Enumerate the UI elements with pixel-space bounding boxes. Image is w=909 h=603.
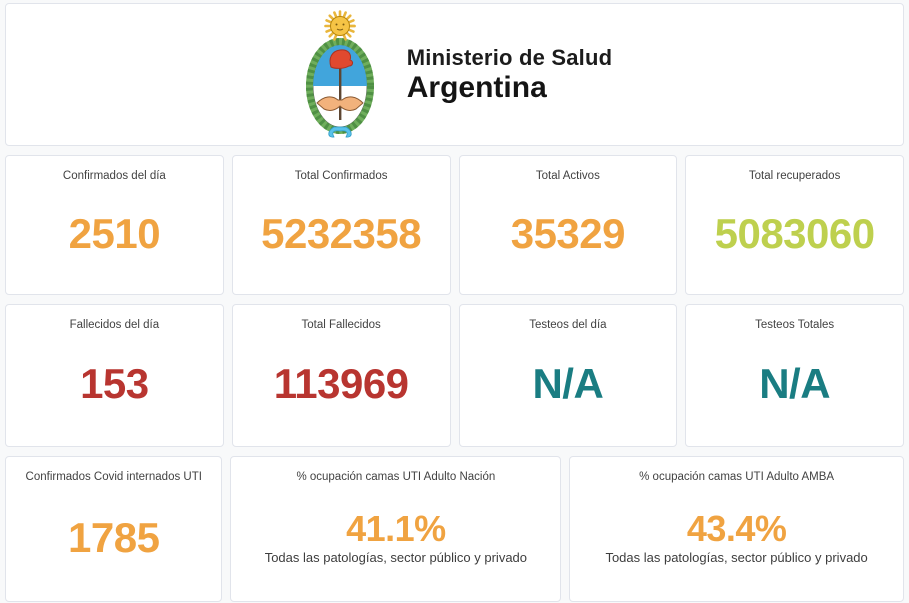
header-card: Ministerio de Salud Argentina	[5, 3, 904, 146]
stat-value: 153	[80, 360, 149, 408]
argentina-coat-of-arms-icon	[297, 9, 383, 140]
stat-value: 35329	[510, 209, 626, 257]
stats-row-1: Confirmados del día 2510 Total Confirmad…	[5, 155, 904, 295]
stat-label: Total Fallecidos	[301, 319, 381, 331]
stat-value: 43.4%	[686, 507, 787, 549]
ministry-title: Ministerio de Salud	[406, 44, 613, 70]
stat-value: 41.1%	[346, 507, 446, 549]
stat-label: Fallecidos del día	[69, 319, 160, 331]
stat-card-ocupacion-uti-nacion: % ocupación camas UTI Adulto Nación 41.1…	[230, 456, 562, 602]
stat-subtitle: Todas las patologías, sector público y p…	[264, 549, 528, 565]
stat-label: Testeos Totales	[755, 319, 835, 331]
stats-row-2: Fallecidos del día 153 Total Fallecidos …	[5, 304, 904, 447]
stat-card-total-fallecidos: Total Fallecidos 113969	[231, 304, 451, 447]
stat-label: Confirmados del día	[62, 170, 166, 182]
stat-card-confirmados-del-dia: Confirmados del día 2510	[5, 155, 224, 295]
country-title: Argentina	[406, 71, 547, 104]
stat-card-fallecidos-del-dia: Fallecidos del día 153	[5, 304, 224, 447]
stat-label: % ocupación camas UTI Adulto Nación	[296, 471, 496, 483]
header-content: Ministerio de Salud Argentina	[297, 9, 613, 140]
stat-card-confirmados-internados-uti: Confirmados Covid internados UTI 1785	[5, 456, 223, 602]
stat-label: Confirmados Covid internados UTI	[25, 471, 202, 483]
stat-card-ocupacion-uti-amba: % ocupación camas UTI Adulto AMBA 43.4% …	[569, 456, 904, 602]
stat-value: 2510	[68, 209, 161, 257]
header-titles: Ministerio de Salud Argentina	[407, 44, 613, 106]
stat-value: N/A	[532, 360, 604, 408]
stat-card-testeos-del-dia: Testeos del día N/A	[458, 304, 678, 447]
stat-label: Total recuperados	[748, 170, 841, 182]
stat-card-total-confirmados: Total Confirmados 5232358	[231, 155, 451, 295]
stat-value: 1785	[68, 513, 160, 561]
stat-card-total-recuperados: Total recuperados 5083060	[685, 155, 904, 295]
stat-value: 5232358	[261, 209, 422, 257]
stat-value: N/A	[759, 360, 831, 408]
stat-label: Total Activos	[535, 170, 600, 182]
stat-label: Total Confirmados	[294, 170, 388, 182]
stat-value: 113969	[273, 360, 409, 408]
stat-label: Testeos del día	[529, 319, 607, 331]
stat-label: % ocupación camas UTI Adulto AMBA	[639, 471, 835, 483]
stat-value: 5083060	[714, 209, 876, 257]
stat-card-testeos-totales: Testeos Totales N/A	[685, 304, 904, 447]
stat-subtitle: Todas las patologías, sector público y p…	[605, 549, 868, 565]
stats-row-3: Confirmados Covid internados UTI 1785 % …	[5, 456, 904, 602]
stat-card-total-activos: Total Activos 35329	[458, 155, 678, 295]
